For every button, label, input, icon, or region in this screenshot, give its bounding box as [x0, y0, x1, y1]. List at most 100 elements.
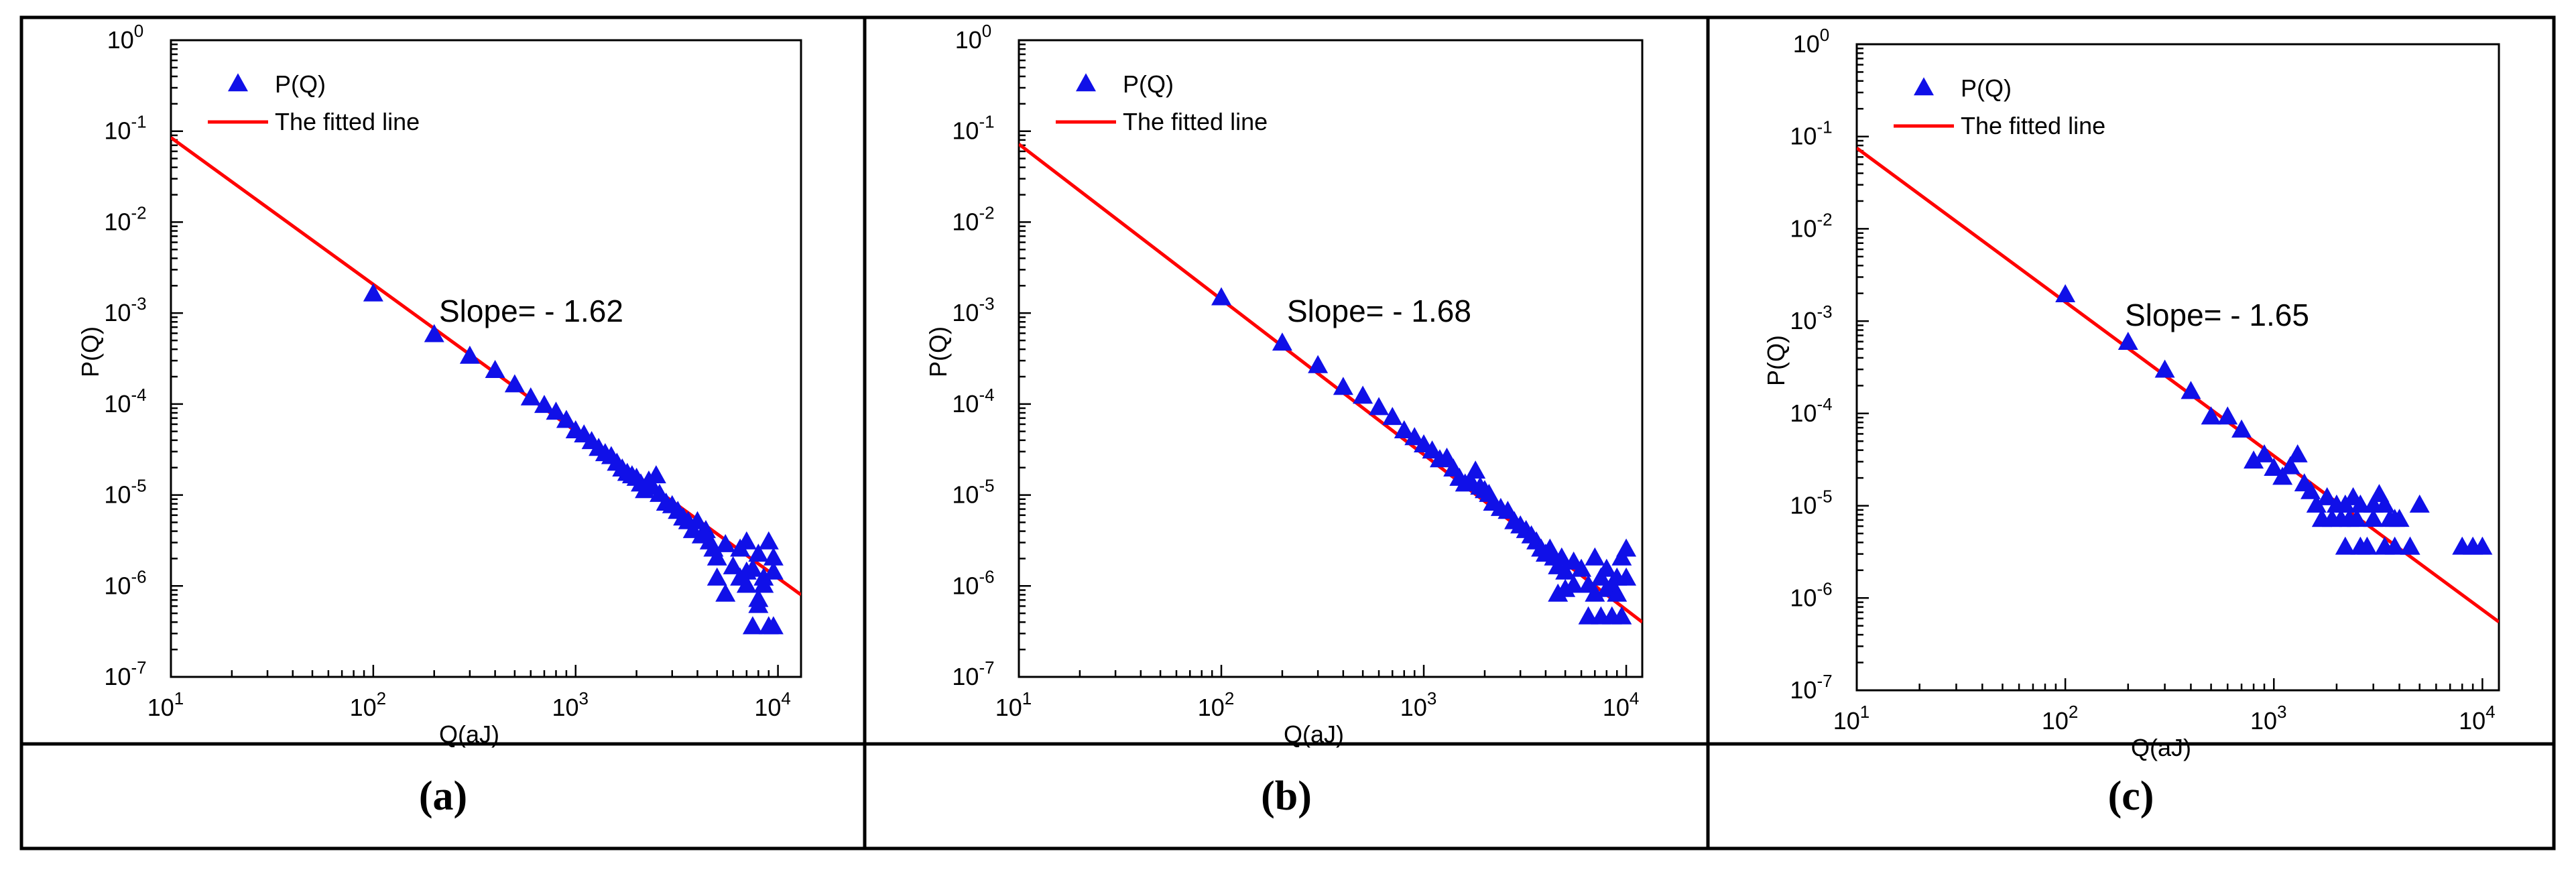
x-tick-label: 103 [552, 688, 589, 721]
y-tick-exponent: -6 [979, 566, 994, 586]
y-tick-base: 10 [1790, 676, 1817, 704]
x-tick-base: 10 [1833, 707, 1860, 735]
x-tick-base: 10 [995, 694, 1022, 721]
y-tick-exponent: -5 [1817, 487, 1832, 507]
y-tick-exponent: -1 [1817, 117, 1832, 137]
y-tick-exponent: -1 [979, 112, 994, 132]
x-tick-base: 10 [1603, 694, 1630, 721]
y-tick-base: 10 [952, 390, 979, 418]
data-point-triangle [2254, 444, 2275, 462]
data-point-triangle [1578, 606, 1599, 625]
data-point-triangle [2154, 359, 2175, 378]
x-tick-base: 10 [1198, 694, 1225, 721]
data-point-triangle [2384, 509, 2405, 527]
y-tick-label: 10-4 [952, 385, 994, 418]
y-tick-exponent: -5 [979, 476, 994, 496]
data-point-triangle [763, 616, 784, 635]
data-point-triangle [1333, 377, 1353, 395]
x-tick-exponent: 3 [579, 688, 589, 708]
data-point-triangle [715, 533, 736, 552]
data-point-triangle [1211, 287, 1232, 306]
data-point-triangle [2280, 456, 2301, 474]
y-tick-label: 10-3 [1790, 302, 1832, 334]
x-tick-label: 103 [1400, 688, 1437, 721]
y-tick-exponent: -4 [1817, 394, 1832, 414]
x-tick-label: 102 [1198, 688, 1235, 721]
x-tick-exponent: 1 [1860, 702, 1869, 722]
data-point-triangle [742, 616, 763, 635]
data-point-triangle [763, 547, 784, 566]
legend-marker-triangle [228, 73, 248, 92]
y-tick-label: 10-4 [104, 385, 146, 418]
x-tick-label: 104 [754, 688, 791, 721]
data-point-triangle [2287, 444, 2308, 462]
data-point-triangle [1551, 547, 1572, 566]
slope-annotation: Slope= - 1.68 [1287, 294, 1471, 328]
y-tick-base: 10 [107, 26, 134, 54]
data-point-triangle [2306, 494, 2327, 513]
data-point-triangle [2301, 481, 2321, 499]
data-point-triangle [1585, 547, 1605, 566]
y-tick-label: 10-1 [1790, 117, 1832, 150]
y-axis-label: P(Q) [76, 326, 104, 377]
data-point-triangle [1596, 558, 1617, 577]
x-tick-exponent: 1 [174, 688, 184, 708]
x-tick-exponent: 2 [2069, 702, 2078, 722]
y-tick-label: 10-5 [1790, 487, 1832, 519]
x-axis-label: Q(aJ) [439, 720, 499, 748]
data-point-triangle [2264, 458, 2284, 477]
data-point-triangle [1616, 538, 1637, 557]
y-tick-base: 10 [1790, 584, 1817, 611]
x-tick-base: 10 [552, 694, 578, 721]
data-point-triangle [520, 387, 541, 405]
y-tick-label: 10-1 [952, 112, 994, 145]
data-point-triangle [2272, 466, 2293, 485]
x-tick-base: 10 [2042, 707, 2069, 735]
y-tick-exponent: -1 [131, 112, 146, 132]
legend-label: P(Q) [1961, 74, 2012, 102]
data-point-triangle [2244, 450, 2264, 469]
plot-area-border [1018, 39, 1644, 678]
y-tick-base: 10 [952, 572, 979, 599]
y-tick-base: 10 [104, 208, 131, 235]
data-point-triangle [1596, 578, 1617, 597]
data-point-triangle [736, 574, 757, 593]
data-point-triangle [707, 567, 727, 586]
data-point-triangle [2317, 487, 2337, 505]
data-point-triangle [2374, 536, 2395, 555]
data-point-triangle [2231, 419, 2252, 438]
legend-label: The fitted line [1961, 112, 2105, 139]
data-point-triangle [1369, 397, 1390, 416]
data-point-triangle [763, 561, 784, 580]
y-tick-label: 10-5 [952, 476, 994, 509]
data-point-triangle [1353, 385, 1373, 404]
x-tick-label: 102 [350, 688, 387, 721]
y-tick-base: 10 [952, 117, 979, 145]
data-point-triangle [2350, 494, 2371, 513]
data-point-triangle [2363, 494, 2384, 513]
y-tick-label: 10-2 [1790, 209, 1832, 242]
y-tick-base: 10 [952, 663, 979, 690]
y-tick-exponent: -6 [131, 566, 146, 586]
plot-area-border [170, 39, 802, 678]
data-point-triangle [2350, 536, 2371, 555]
data-point-triangle [723, 556, 743, 574]
y-tick-base: 10 [104, 481, 131, 509]
data-point-triangle [1555, 561, 1576, 580]
y-tick-base: 10 [1790, 492, 1817, 519]
plot-area-border [1855, 43, 2500, 692]
data-point-triangle [1308, 355, 1329, 373]
y-tick-label: 100 [1793, 25, 1830, 58]
x-tick-exponent: 3 [2277, 702, 2286, 722]
y-tick-exponent: 0 [134, 21, 143, 41]
chart-panel-b: 101 102 103 10410-710-610-510-410-310-210-1… [924, 21, 1644, 819]
y-tick-label: 10-3 [104, 294, 146, 326]
y-tick-exponent: -7 [1817, 671, 1832, 691]
y-tick-base: 10 [1790, 214, 1817, 242]
y-tick-label: 10-4 [1790, 394, 1832, 427]
data-point-triangle [748, 544, 769, 562]
data-point-triangle [459, 345, 480, 364]
y-tick-exponent: -6 [1817, 578, 1832, 598]
legend-label: P(Q) [275, 70, 326, 98]
y-tick-label: 10-7 [1790, 671, 1832, 704]
